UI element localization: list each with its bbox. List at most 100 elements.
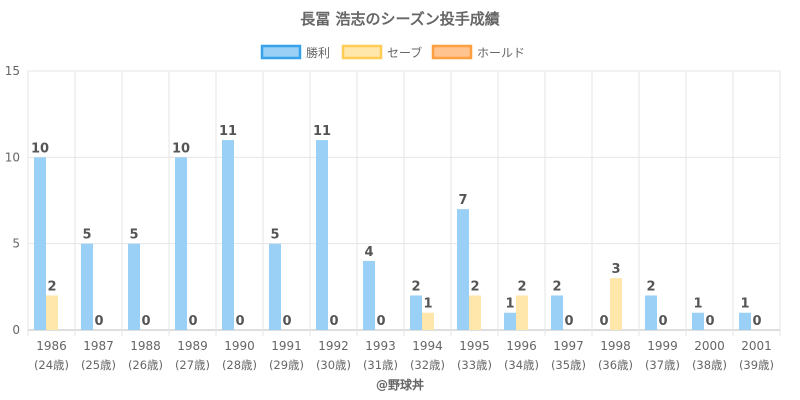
data-label: 0 xyxy=(705,314,714,329)
x-tick-sublabel: (38歳) xyxy=(692,358,727,372)
data-label: 2 xyxy=(517,279,526,294)
legend-swatch[interactable] xyxy=(341,44,383,60)
y-tick-label: 5 xyxy=(12,237,20,251)
x-tick-label: 1989 xyxy=(177,339,208,353)
data-label: 0 xyxy=(752,314,761,329)
bar[interactable] xyxy=(222,140,234,330)
credit-text: @野球丼 xyxy=(376,377,424,392)
x-tick-sublabel: (30歳) xyxy=(316,358,351,372)
grid-lines xyxy=(27,70,781,336)
x-tick-sublabel: (29歳) xyxy=(269,358,304,372)
data-label: 3 xyxy=(611,262,620,277)
y-tick-label: 0 xyxy=(12,323,20,337)
legend: 勝利 セーブ ホールド xyxy=(260,44,525,60)
x-tick-sublabel: (37歳) xyxy=(645,358,680,372)
y-axis: 0 5 10 15 xyxy=(5,64,20,337)
data-label: 0 xyxy=(188,314,197,329)
bar[interactable] xyxy=(692,312,704,330)
x-tick-sublabel: (26歳) xyxy=(128,358,163,372)
bar[interactable] xyxy=(457,209,469,330)
x-tick-sublabel: (36歳) xyxy=(598,358,633,372)
bar[interactable] xyxy=(128,243,140,330)
data-label: 7 xyxy=(458,193,467,208)
bars xyxy=(34,140,751,330)
x-tick-sublabel: (28歳) xyxy=(222,358,257,372)
legend-label[interactable]: 勝利 xyxy=(306,45,330,60)
data-label: 2 xyxy=(411,279,420,294)
data-label: 5 xyxy=(82,228,91,243)
x-tick-label: 1998 xyxy=(600,339,631,353)
data-label: 0 xyxy=(141,314,150,329)
x-axis: 1986 (24歳) 1987 (25歳) 1988 (26歳) 1989 (27歳) 1990… xyxy=(34,339,774,372)
x-tick-label: 1987 xyxy=(83,339,114,353)
x-tick-label: 1988 xyxy=(130,339,161,353)
bar[interactable] xyxy=(504,312,516,330)
x-tick-label: 2000 xyxy=(694,339,725,353)
chart-title: 長冨 浩志のシーズン投手成績 xyxy=(300,10,499,28)
bar[interactable] xyxy=(551,295,563,330)
data-label: 1 xyxy=(740,297,749,312)
bar[interactable] xyxy=(516,295,528,330)
data-label: 11 xyxy=(313,124,331,139)
bar[interactable] xyxy=(46,295,58,330)
x-tick-label: 1993 xyxy=(365,339,396,353)
data-label: 2 xyxy=(646,279,655,294)
data-label: 1 xyxy=(693,297,702,312)
data-label: 0 xyxy=(658,314,667,329)
legend-label[interactable]: セーブ xyxy=(387,45,422,60)
data-label: 1 xyxy=(505,297,514,312)
x-tick-sublabel: (27歳) xyxy=(175,358,210,372)
data-label: 11 xyxy=(219,124,237,139)
x-tick-sublabel: (31歳) xyxy=(363,358,398,372)
data-label: 1 xyxy=(423,297,432,312)
data-label: 0 xyxy=(599,314,608,329)
data-label: 2 xyxy=(470,279,479,294)
data-label: 5 xyxy=(270,228,279,243)
data-label: 2 xyxy=(47,279,56,294)
y-tick-label: 10 xyxy=(5,150,20,164)
x-tick-sublabel: (39歳) xyxy=(739,358,774,372)
data-label: 10 xyxy=(31,141,49,156)
data-label: 5 xyxy=(129,228,138,243)
data-label: 0 xyxy=(282,314,291,329)
bar[interactable] xyxy=(175,157,187,330)
x-tick-label: 2001 xyxy=(741,339,772,353)
x-tick-sublabel: (32歳) xyxy=(410,358,445,372)
bar[interactable] xyxy=(410,295,422,330)
x-tick-sublabel: (35歳) xyxy=(551,358,586,372)
x-tick-label: 1999 xyxy=(647,339,678,353)
data-label: 2 xyxy=(552,279,561,294)
legend-swatch[interactable] xyxy=(431,44,473,60)
bar[interactable] xyxy=(81,243,93,330)
data-label: 10 xyxy=(172,141,190,156)
x-tick-sublabel: (25歳) xyxy=(81,358,116,372)
bar[interactable] xyxy=(363,260,375,330)
x-tick-sublabel: (24歳) xyxy=(34,358,69,372)
x-tick-sublabel: (34歳) xyxy=(504,358,539,372)
bar[interactable] xyxy=(269,243,281,330)
x-tick-label: 1997 xyxy=(553,339,584,353)
x-tick-label: 1992 xyxy=(318,339,349,353)
x-tick-label: 1996 xyxy=(506,339,537,353)
x-tick-label: 1995 xyxy=(459,339,490,353)
bar[interactable] xyxy=(316,140,328,330)
data-label: 0 xyxy=(376,314,385,329)
y-tick-label: 15 xyxy=(5,64,20,78)
bar[interactable] xyxy=(645,295,657,330)
data-label: 4 xyxy=(364,245,373,260)
data-label: 0 xyxy=(94,314,103,329)
bar[interactable] xyxy=(422,312,434,330)
x-tick-label: 1990 xyxy=(224,339,255,353)
x-tick-label: 1994 xyxy=(412,339,443,353)
data-label: 0 xyxy=(329,314,338,329)
bar[interactable] xyxy=(610,278,622,330)
legend-label[interactable]: ホールド xyxy=(477,46,525,60)
bar[interactable] xyxy=(469,295,481,330)
data-label: 0 xyxy=(564,314,573,329)
legend-swatch[interactable] xyxy=(260,44,302,60)
bar[interactable] xyxy=(739,312,751,330)
bar[interactable] xyxy=(34,157,46,330)
